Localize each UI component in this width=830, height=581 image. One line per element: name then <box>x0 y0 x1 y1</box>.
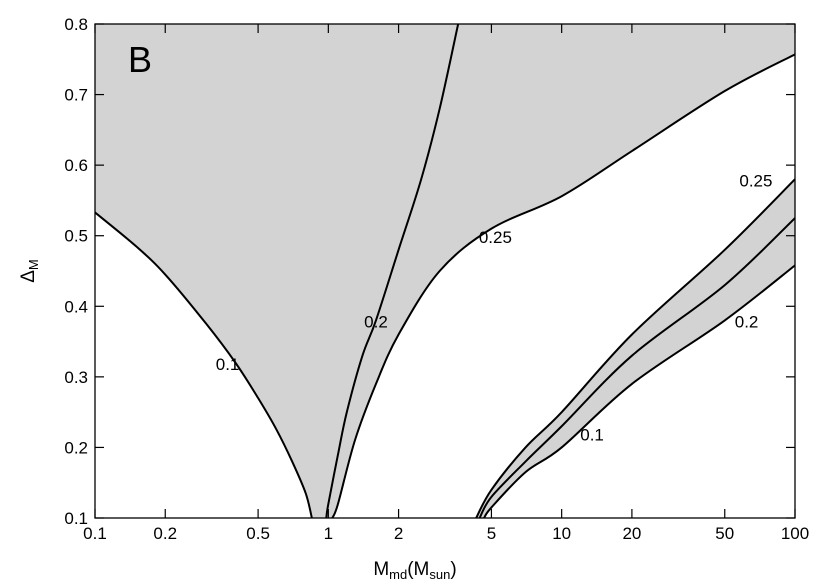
x-tick-label: 50 <box>715 524 734 543</box>
x-tick-label: 1 <box>324 524 333 543</box>
y-tick-label: 0.4 <box>64 297 88 316</box>
x-tick-label: 100 <box>781 524 809 543</box>
x-tick-label: 0.2 <box>153 524 177 543</box>
y-tick-label: 0.8 <box>64 15 88 34</box>
curve-label: 0.25 <box>739 171 772 190</box>
curve-annotations: 0.1 0.2 0.25 0.25 0.2 0.1 <box>216 171 773 444</box>
x-tick-label: 10 <box>552 524 571 543</box>
x-axis-title-sub2: sun <box>429 567 450 581</box>
x-axis-title-mid: (M <box>407 559 429 580</box>
x-axis-title: Mmd(Msun) <box>373 559 456 581</box>
curve-lower-0-1 <box>483 264 795 518</box>
curve-label: 0.25 <box>479 228 512 247</box>
y-axis-title-main: Δ <box>18 270 39 283</box>
plot-frame <box>94 23 796 519</box>
shaded-region-upper-left <box>95 24 459 518</box>
curve-upper-0-2 <box>325 24 460 518</box>
y-tick-label: 0.7 <box>64 86 88 105</box>
y-axis-title: ΔM <box>18 259 41 283</box>
x-tick-label: 20 <box>622 524 641 543</box>
curve-label: 0.2 <box>364 312 388 331</box>
y-axis-title-sub: M <box>26 259 41 270</box>
y-tick-label: 0.2 <box>64 438 88 457</box>
x-axis-title-main: M <box>373 559 389 580</box>
curves <box>95 24 795 518</box>
x-tick-label: 2 <box>394 524 403 543</box>
curve-lower-0-25 <box>475 178 795 518</box>
curve-lower-0-2 <box>478 217 795 518</box>
curve-label: 0.1 <box>580 425 604 444</box>
x-tick-label: 0.1 <box>83 524 107 543</box>
y-tick-label: 0.6 <box>64 156 88 175</box>
x-tick-label: 0.5 <box>246 524 270 543</box>
x-tick-label: 5 <box>487 524 496 543</box>
y-tick-label: 0.3 <box>64 368 88 387</box>
curve-label: 0.2 <box>735 312 759 331</box>
axis-ticks: 0.1 0.2 0.5 1 2 5 10 20 50 100 0.1 0.2 0.3 0.4 0.5 0.6 0… <box>64 15 809 543</box>
y-tick-label: 0.5 <box>64 227 88 246</box>
panel-label: B <box>128 39 152 80</box>
curve-label: 0.1 <box>216 355 240 374</box>
x-axis-title-sub: md <box>389 567 407 581</box>
x-axis-title-end: ) <box>450 559 456 580</box>
shaded-region-upper-right <box>326 24 795 518</box>
curve-upper-0-1 <box>95 211 313 518</box>
y-tick-label: 0.1 <box>64 509 88 528</box>
curve-upper-0-25 <box>331 53 795 518</box>
